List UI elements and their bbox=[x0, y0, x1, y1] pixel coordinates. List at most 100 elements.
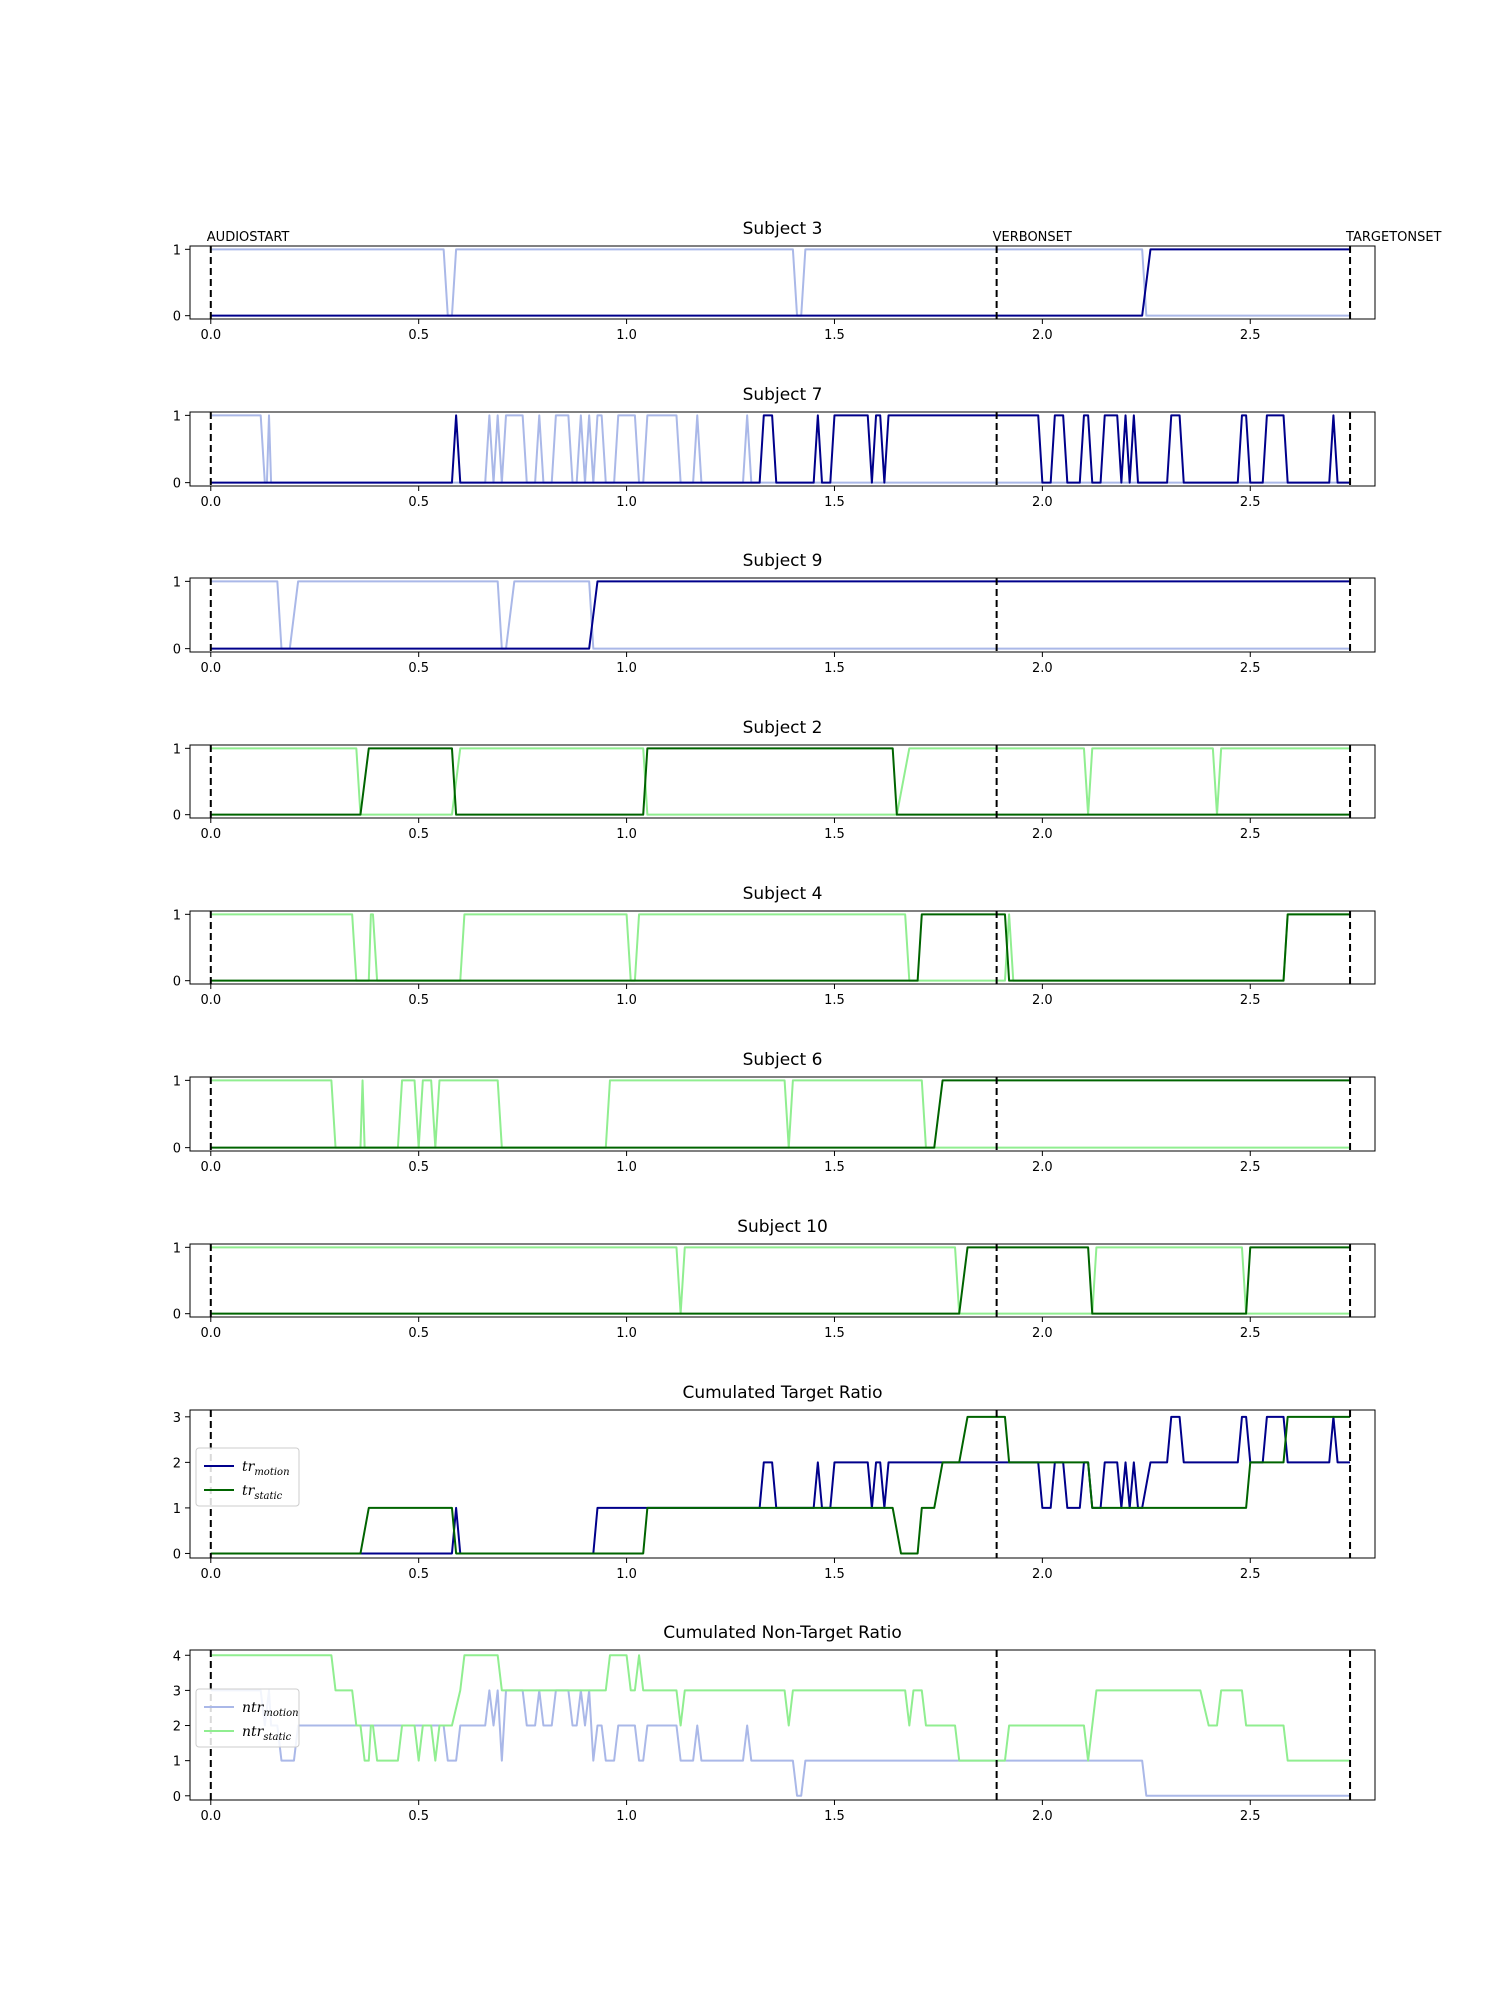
legend-label-sub: static bbox=[254, 1491, 282, 1502]
legend-label-sub: static bbox=[263, 1732, 291, 1743]
y-tick-label: 1 bbox=[173, 409, 181, 424]
y-tick-label: 1 bbox=[173, 908, 181, 923]
legend-label: ntrstatic bbox=[242, 1724, 292, 1743]
legend-label-main: tr bbox=[242, 1483, 256, 1499]
series-line-0 bbox=[210, 913, 1351, 982]
subplot-6: Subject 10 0.0 0.5 1.0 1.5 2.0 2.5 0 1 bbox=[173, 1217, 1376, 1341]
event-label: VERBONSET bbox=[993, 230, 1072, 245]
legend-label: ntrmotion bbox=[242, 1700, 299, 1719]
x-tick-label: 2.0 bbox=[1032, 993, 1053, 1008]
x-tick-label: 1.0 bbox=[616, 1326, 637, 1341]
y-tick-label: 2 bbox=[173, 1720, 181, 1735]
subplot-7: Cumulated Target Ratio 0.0 0.5 1.0 1.5 2.0 2.5… bbox=[173, 1383, 1376, 1582]
plot-frame bbox=[189, 411, 1376, 487]
x-tick-label: 2.0 bbox=[1032, 1326, 1053, 1341]
x-tick-label: 2.0 bbox=[1032, 495, 1053, 510]
series-line-0 bbox=[210, 414, 1351, 484]
series-line-1 bbox=[210, 1079, 1351, 1149]
y-tick-label: 0 bbox=[173, 310, 181, 325]
x-tick-label: 1.5 bbox=[824, 661, 845, 676]
series-line-0 bbox=[210, 747, 1351, 816]
plot-frame bbox=[189, 577, 1376, 653]
x-tick-label: 0.5 bbox=[408, 1567, 429, 1582]
y-tick-label: 0 bbox=[173, 477, 181, 492]
subplot-title: Subject 7 bbox=[743, 385, 823, 405]
subplot-1: Subject 7 0.0 0.5 1.0 1.5 2.0 2.5 0 1 bbox=[173, 385, 1376, 510]
x-tick-label: 2.5 bbox=[1240, 495, 1261, 510]
y-tick-label: 0 bbox=[173, 1790, 181, 1805]
series-line-0 bbox=[210, 1246, 1351, 1315]
x-tick-label: 0.5 bbox=[408, 1326, 429, 1341]
x-tick-label: 1.0 bbox=[616, 661, 637, 676]
x-tick-label: 0.5 bbox=[408, 993, 429, 1008]
x-tick-label: 2.0 bbox=[1032, 827, 1053, 842]
subplot-title: Cumulated Target Ratio bbox=[682, 1383, 882, 1403]
legend-label: trstatic bbox=[242, 1483, 283, 1502]
y-tick-label: 1 bbox=[173, 1755, 181, 1770]
series-line-1 bbox=[210, 913, 1351, 982]
subplot-3: Subject 2 0.0 0.5 1.0 1.5 2.0 2.5 0 1 bbox=[173, 718, 1376, 842]
x-tick-label: 1.5 bbox=[824, 827, 845, 842]
subplot-title: Cumulated Non-Target Ratio bbox=[663, 1623, 902, 1643]
x-tick-label: 2.0 bbox=[1032, 1567, 1053, 1582]
x-tick-label: 2.5 bbox=[1240, 661, 1261, 676]
legend-box bbox=[195, 1688, 300, 1748]
y-tick-label: 0 bbox=[173, 643, 181, 658]
x-tick-label: 1.0 bbox=[616, 1809, 637, 1824]
y-tick-label: 1 bbox=[173, 1502, 181, 1517]
subplot-title: Subject 3 bbox=[743, 219, 823, 239]
x-tick-label: 2.5 bbox=[1240, 993, 1261, 1008]
x-tick-label: 2.0 bbox=[1032, 1160, 1053, 1175]
y-tick-label: 3 bbox=[173, 1411, 181, 1426]
x-tick-label: 1.0 bbox=[616, 328, 637, 343]
series-line-1 bbox=[210, 1415, 1351, 1555]
x-tick-label: 1.5 bbox=[824, 328, 845, 343]
legend-box bbox=[195, 1447, 300, 1507]
series-line-1 bbox=[210, 248, 1351, 317]
legend-label-main: ntr bbox=[242, 1724, 265, 1740]
x-tick-label: 2.5 bbox=[1240, 827, 1261, 842]
series-line-1 bbox=[210, 1654, 1351, 1762]
y-tick-label: 0 bbox=[173, 975, 181, 990]
x-tick-label: 1.0 bbox=[616, 495, 637, 510]
y-tick-label: 1 bbox=[173, 1241, 181, 1256]
plot-frame bbox=[189, 245, 1376, 320]
plot-frame bbox=[189, 910, 1376, 985]
series-line-0 bbox=[210, 580, 1351, 650]
x-tick-label: 2.0 bbox=[1032, 661, 1053, 676]
x-tick-label: 1.0 bbox=[616, 1567, 637, 1582]
series-line-0 bbox=[210, 248, 1351, 317]
plot-frame bbox=[189, 1649, 1376, 1801]
subplot-title: Subject 6 bbox=[743, 1050, 823, 1070]
x-tick-label: 1.5 bbox=[824, 1567, 845, 1582]
x-tick-label: 1.5 bbox=[824, 495, 845, 510]
y-tick-label: 0 bbox=[173, 1142, 181, 1157]
x-tick-label: 2.5 bbox=[1240, 1567, 1261, 1582]
x-tick-label: 2.5 bbox=[1240, 1326, 1261, 1341]
x-tick-label: 0.0 bbox=[200, 827, 221, 842]
subplot-4: Subject 4 0.0 0.5 1.0 1.5 2.0 2.5 0 1 bbox=[173, 884, 1376, 1008]
x-tick-label: 0.0 bbox=[200, 993, 221, 1008]
legend-label-main: tr bbox=[242, 1459, 256, 1475]
x-tick-label: 0.0 bbox=[200, 328, 221, 343]
series-line-0 bbox=[210, 1415, 1351, 1555]
x-tick-label: 0.5 bbox=[408, 827, 429, 842]
x-tick-label: 0.5 bbox=[408, 661, 429, 676]
event-label: TARGETONSET bbox=[1345, 230, 1442, 245]
x-tick-label: 0.5 bbox=[408, 328, 429, 343]
legend-label-main: ntr bbox=[242, 1700, 265, 1716]
subplot-title: Subject 9 bbox=[743, 551, 823, 571]
y-tick-label: 1 bbox=[173, 1074, 181, 1089]
x-tick-label: 0.5 bbox=[408, 495, 429, 510]
y-tick-label: 3 bbox=[173, 1684, 181, 1699]
x-tick-label: 1.5 bbox=[824, 993, 845, 1008]
subplot-title: Subject 4 bbox=[743, 884, 823, 904]
x-tick-label: 0.5 bbox=[408, 1160, 429, 1175]
plot-frame bbox=[189, 1243, 1376, 1318]
plot-frame bbox=[189, 744, 1376, 819]
legend-label: trmotion bbox=[242, 1459, 290, 1478]
y-tick-label: 1 bbox=[173, 575, 181, 590]
plot-frame bbox=[189, 1409, 1376, 1559]
